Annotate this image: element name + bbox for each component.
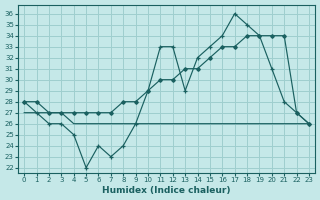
X-axis label: Humidex (Indice chaleur): Humidex (Indice chaleur) [102, 186, 231, 195]
